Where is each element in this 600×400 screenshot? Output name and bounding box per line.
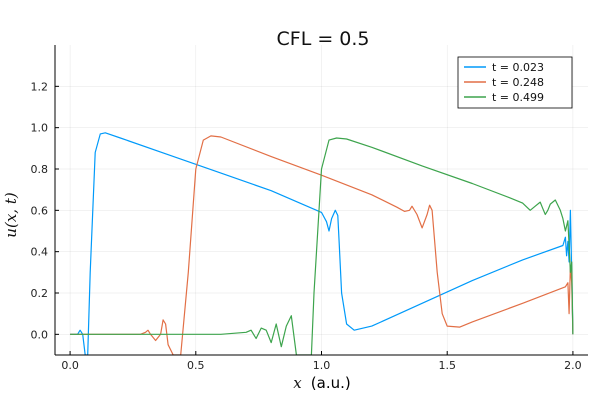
- legend-label-3: t = 0.499: [492, 91, 544, 104]
- x-tick-label: 0.5: [187, 359, 205, 372]
- y-tick-label: 0.8: [31, 163, 49, 176]
- y-tick-label: 1.0: [31, 122, 49, 135]
- chart-title: CFL = 0.5: [277, 28, 370, 50]
- series-line-2: [70, 135, 574, 355]
- series-layer: [70, 132, 574, 355]
- x-tick-label: 1.5: [438, 359, 456, 372]
- legend: t = 0.023 t = 0.248 t = 0.499: [457, 56, 573, 109]
- y-tick-label: 0.6: [31, 204, 49, 217]
- series-line-1: [70, 132, 574, 355]
- x-axis-unit: (a.u.): [311, 374, 351, 392]
- axes: [54, 45, 588, 356]
- x-tick-label: 1.0: [313, 359, 331, 372]
- legend-label-1: t = 0.023: [492, 61, 544, 74]
- x-tick-label: 0.0: [61, 359, 79, 372]
- y-tick-label: 0.2: [31, 287, 49, 300]
- y-tick-label: 1.2: [31, 80, 49, 93]
- y-tick-label: 0.0: [31, 328, 49, 341]
- x-axis-variable: x: [293, 374, 302, 392]
- y-axis-label: u(x, t): [2, 192, 20, 238]
- x-axis-label: x (a.u.): [293, 373, 351, 392]
- y-tick-label: 0.4: [31, 246, 49, 259]
- tick-labels: 0.0 0.5 1.0 1.5 2.0 0.0 0.2 0.4 0.6 0.8 1.0 1.2: [31, 80, 582, 372]
- series-line-3: [70, 137, 574, 355]
- x-tick-label: 2.0: [564, 359, 582, 372]
- legend-label-2: t = 0.248: [492, 76, 544, 89]
